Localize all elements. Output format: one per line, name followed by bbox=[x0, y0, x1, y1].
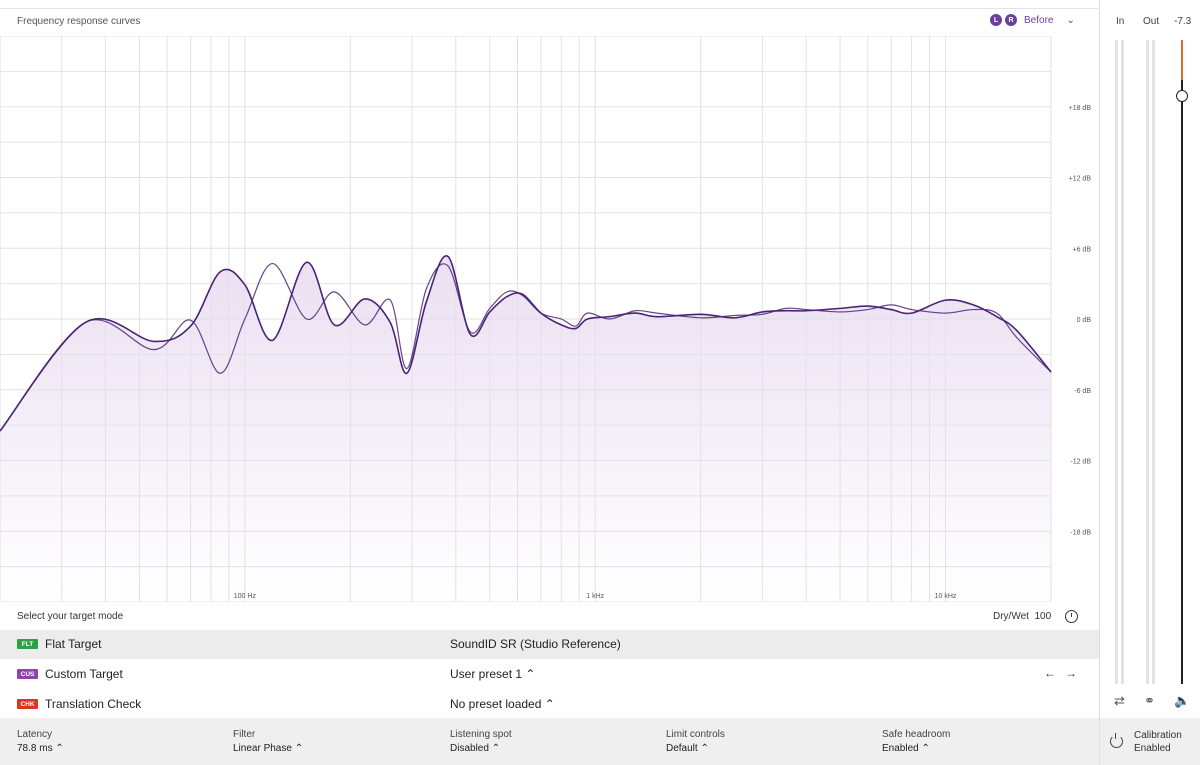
filter-label: Filter bbox=[233, 729, 256, 740]
settings-footer: Latency 78.8 ms ⌃ Filter Linear Phase ⌃ … bbox=[0, 718, 1099, 765]
limit-controls-label: Limit controls bbox=[666, 729, 725, 740]
chart-title: Frequency response curves bbox=[17, 16, 141, 27]
latency-label: Latency bbox=[17, 729, 53, 740]
output-fader-handle[interactable] bbox=[1176, 90, 1188, 102]
y-axis-tick-label: 0 dB bbox=[1077, 317, 1092, 324]
filter-setting[interactable]: Filter Linear Phase ⌃ bbox=[233, 729, 303, 754]
target-mode-custom[interactable]: CUS Custom Target User preset 1 ⌃ ← → bbox=[0, 660, 1099, 689]
latency-value: 78.8 ms bbox=[17, 743, 53, 754]
latency-setting[interactable]: Latency 78.8 ms ⌃ bbox=[17, 729, 64, 754]
speaker-icon[interactable]: 🔈 bbox=[1174, 693, 1191, 708]
calibration-status[interactable]: Calibration Enabled bbox=[1134, 729, 1182, 755]
listening-spot-label: Listening spot bbox=[450, 729, 512, 740]
chevron-up-icon[interactable]: ⌃ bbox=[700, 743, 709, 754]
output-fader-track[interactable] bbox=[1181, 40, 1183, 684]
preset-dropdown[interactable]: User preset 1 ⌃ bbox=[450, 667, 535, 681]
before-label: Before bbox=[1024, 14, 1054, 26]
prev-preset-arrow-icon[interactable]: ← bbox=[1044, 666, 1056, 680]
safe-headroom-value: Enabled bbox=[882, 743, 919, 754]
mode-label: Custom Target bbox=[45, 667, 123, 681]
left-channel-badge[interactable]: L bbox=[990, 14, 1002, 26]
check-badge: CHK bbox=[17, 699, 38, 709]
before-after-toggle[interactable]: L R Before ⌄ bbox=[990, 14, 1075, 26]
frequency-response-chart: +18 dB+12 dB+6 dB0 dB-6 dB-12 dB-18 dB10… bbox=[0, 36, 1092, 602]
custom-badge: CUS bbox=[17, 669, 38, 679]
response-fill-area bbox=[0, 255, 1051, 602]
preset-dropdown[interactable]: No preset loaded ⌃ bbox=[450, 697, 555, 711]
target-mode-flat[interactable]: FLT Flat Target SoundID SR (Studio Refer… bbox=[0, 630, 1099, 659]
mode-label: Flat Target bbox=[45, 637, 102, 651]
chevron-up-icon: ⌃ bbox=[525, 667, 536, 681]
output-meter-right bbox=[1152, 40, 1155, 684]
drywet-knob[interactable] bbox=[1065, 610, 1078, 623]
right-channel-curve bbox=[0, 262, 1052, 432]
meter-panel-divider bbox=[1099, 0, 1100, 765]
target-mode-header: Select your target mode bbox=[17, 611, 124, 622]
chevron-up-icon: ⌃ bbox=[544, 697, 555, 711]
safe-headroom-label: Safe headroom bbox=[882, 729, 951, 740]
y-axis-tick-label: +6 dB bbox=[1073, 246, 1092, 253]
chevron-down-icon[interactable]: ⌄ bbox=[1066, 14, 1075, 26]
input-meter-left bbox=[1115, 40, 1118, 684]
y-axis-tick-label: +12 dB bbox=[1069, 176, 1092, 183]
output-meter-label: Out bbox=[1143, 16, 1160, 27]
right-channel-badge[interactable]: R bbox=[1005, 14, 1017, 26]
preset-name[interactable]: SoundID SR (Studio Reference) bbox=[450, 637, 621, 651]
preset-name: User preset 1 bbox=[450, 667, 523, 681]
output-meter-left bbox=[1146, 40, 1149, 684]
chevron-up-icon[interactable]: ⌃ bbox=[55, 743, 64, 754]
target-mode-translation[interactable]: CHK Translation Check No preset loaded ⌃ bbox=[0, 690, 1099, 719]
calibration-label: Calibration bbox=[1134, 730, 1182, 741]
preset-name: No preset loaded bbox=[450, 697, 542, 711]
drywet-text: Dry/Wet bbox=[993, 611, 1029, 622]
safe-headroom-setting[interactable]: Safe headroom Enabled ⌃ bbox=[882, 729, 950, 754]
listening-spot-value: Disabled bbox=[450, 743, 489, 754]
calibration-value: Enabled bbox=[1134, 743, 1171, 754]
filter-value: Linear Phase bbox=[233, 743, 292, 754]
top-divider bbox=[0, 8, 1098, 9]
limit-controls-value: Default bbox=[666, 743, 698, 754]
input-meter-label: In bbox=[1116, 16, 1125, 27]
y-axis-tick-label: -18 dB bbox=[1070, 529, 1091, 536]
output-fader-level bbox=[1181, 40, 1183, 80]
y-axis-tick-label: -12 dB bbox=[1070, 459, 1091, 466]
input-meter-right bbox=[1121, 40, 1124, 684]
chevron-up-icon[interactable]: ⌃ bbox=[921, 743, 930, 754]
chevron-up-icon[interactable]: ⌃ bbox=[294, 743, 304, 754]
flat-badge: FLT bbox=[17, 639, 38, 649]
chevron-up-icon[interactable]: ⌃ bbox=[491, 743, 501, 754]
output-gain-value: -7.3 bbox=[1174, 16, 1192, 27]
drywet-value[interactable]: 100 bbox=[1034, 611, 1052, 622]
power-icon[interactable] bbox=[1110, 733, 1123, 748]
y-axis-tick-label: -6 dB bbox=[1074, 388, 1091, 395]
stereo-link-icon[interactable]: ⚭ bbox=[1144, 693, 1155, 708]
y-axis-tick-label: +18 dB bbox=[1069, 105, 1092, 112]
limit-controls-setting[interactable]: Limit controls Default ⌃ bbox=[666, 729, 725, 754]
next-preset-arrow-icon[interactable]: → bbox=[1065, 666, 1077, 680]
listening-spot-setting[interactable]: Listening spot Disabled ⌃ bbox=[450, 729, 512, 754]
drywet-label: Dry/Wet 100 bbox=[993, 611, 1051, 622]
mode-label: Translation Check bbox=[45, 697, 142, 711]
swap-icon[interactable]: ⇄ bbox=[1114, 693, 1125, 708]
